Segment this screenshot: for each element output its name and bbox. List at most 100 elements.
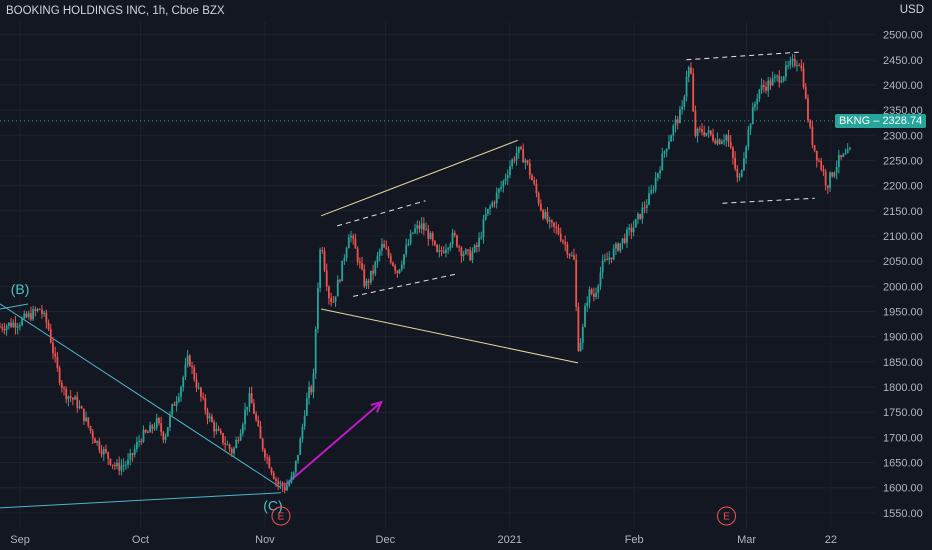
candle-body — [299, 438, 302, 455]
candle-body — [416, 225, 419, 229]
candle-body — [590, 289, 593, 294]
candle-body — [846, 149, 849, 154]
candle-body — [804, 87, 807, 99]
candle-body — [177, 396, 180, 402]
candle-body — [462, 253, 465, 257]
candle-body — [621, 238, 624, 244]
candle-body — [495, 192, 498, 204]
candle-body — [12, 322, 15, 327]
candle-body — [166, 427, 169, 437]
candle-body — [445, 249, 447, 253]
candle-body — [619, 243, 622, 251]
candle-body — [820, 160, 823, 170]
price-tag-separator: – — [873, 115, 883, 127]
candle-body — [321, 250, 324, 252]
candle-body — [469, 249, 472, 261]
candle-body — [213, 422, 216, 432]
candle-body — [109, 458, 112, 465]
candle-body — [773, 76, 776, 79]
candle-body — [215, 428, 218, 432]
candle-body — [623, 238, 626, 243]
candle-body — [793, 58, 796, 66]
candle-body — [162, 431, 165, 440]
candle-body — [553, 222, 555, 227]
candle-body — [394, 265, 397, 271]
candle-body — [456, 235, 458, 247]
candle-body — [381, 244, 383, 251]
candle-body — [586, 302, 589, 307]
candle-body — [257, 419, 260, 426]
candle-body — [654, 178, 657, 190]
y-tick-label: 1900.00 — [883, 332, 923, 344]
candle-body — [491, 202, 494, 207]
candle-body — [665, 148, 668, 152]
candle-body — [628, 227, 631, 230]
candle-body — [241, 424, 244, 434]
candle-body — [195, 379, 198, 388]
candle-body — [365, 280, 368, 287]
candle-body — [127, 459, 129, 465]
candle-body — [670, 135, 673, 142]
candle-body — [111, 464, 114, 466]
candle-body — [407, 243, 410, 246]
candle-body — [526, 160, 529, 164]
candle-body — [502, 180, 505, 187]
currency-label[interactable]: USD — [899, 4, 924, 16]
candle-body — [418, 225, 421, 229]
candle-body — [160, 423, 163, 432]
candle-body — [118, 462, 121, 471]
candle-body — [639, 213, 642, 219]
candle-body — [650, 189, 653, 194]
candle-body — [350, 235, 352, 238]
trend-line — [0, 492, 281, 509]
candle-body — [725, 135, 728, 141]
candle-body — [765, 86, 767, 91]
candle-body — [537, 193, 540, 204]
candle-body — [522, 149, 525, 163]
candle-body — [334, 296, 337, 302]
candle-body — [482, 219, 485, 237]
candle-body — [473, 245, 476, 252]
candle-body — [440, 250, 443, 252]
candle-body — [626, 229, 628, 243]
candle-body — [237, 439, 240, 441]
candle-body — [268, 457, 271, 469]
candle-body — [780, 80, 783, 83]
x-tick-label: Nov — [255, 534, 275, 546]
candle-body — [756, 98, 759, 104]
candle-body — [500, 186, 503, 189]
candle-body — [815, 150, 818, 161]
candle-body — [767, 80, 770, 91]
candle-body — [480, 236, 483, 238]
candle-body — [36, 308, 39, 311]
candle-body — [478, 237, 480, 247]
trend-line — [0, 303, 29, 310]
candle-body — [489, 206, 491, 209]
candle-body — [778, 75, 781, 83]
candle-body — [740, 170, 743, 177]
candle-body — [3, 328, 6, 331]
candle-body — [809, 120, 812, 127]
candle-body — [747, 129, 750, 147]
candle-body — [308, 386, 310, 399]
candle-body — [272, 473, 275, 479]
candle-body — [849, 147, 851, 150]
candle-body — [498, 188, 500, 193]
candle-layer — [0, 53, 851, 494]
trend-line — [320, 308, 579, 364]
candle-body — [813, 145, 816, 151]
candle-body — [531, 175, 533, 181]
y-tick-label: 1800.00 — [883, 382, 923, 394]
candle-body — [681, 106, 684, 110]
candle-body — [369, 270, 372, 283]
candle-body — [43, 312, 46, 314]
candle-body — [294, 460, 297, 473]
x-tick-label: Oct — [132, 534, 149, 546]
candle-body — [188, 355, 191, 366]
y-tick-label: 1600.00 — [883, 483, 923, 495]
candle-body — [288, 482, 291, 486]
candle-body — [743, 158, 745, 171]
candle-body — [506, 174, 509, 179]
candle-body — [199, 387, 202, 397]
